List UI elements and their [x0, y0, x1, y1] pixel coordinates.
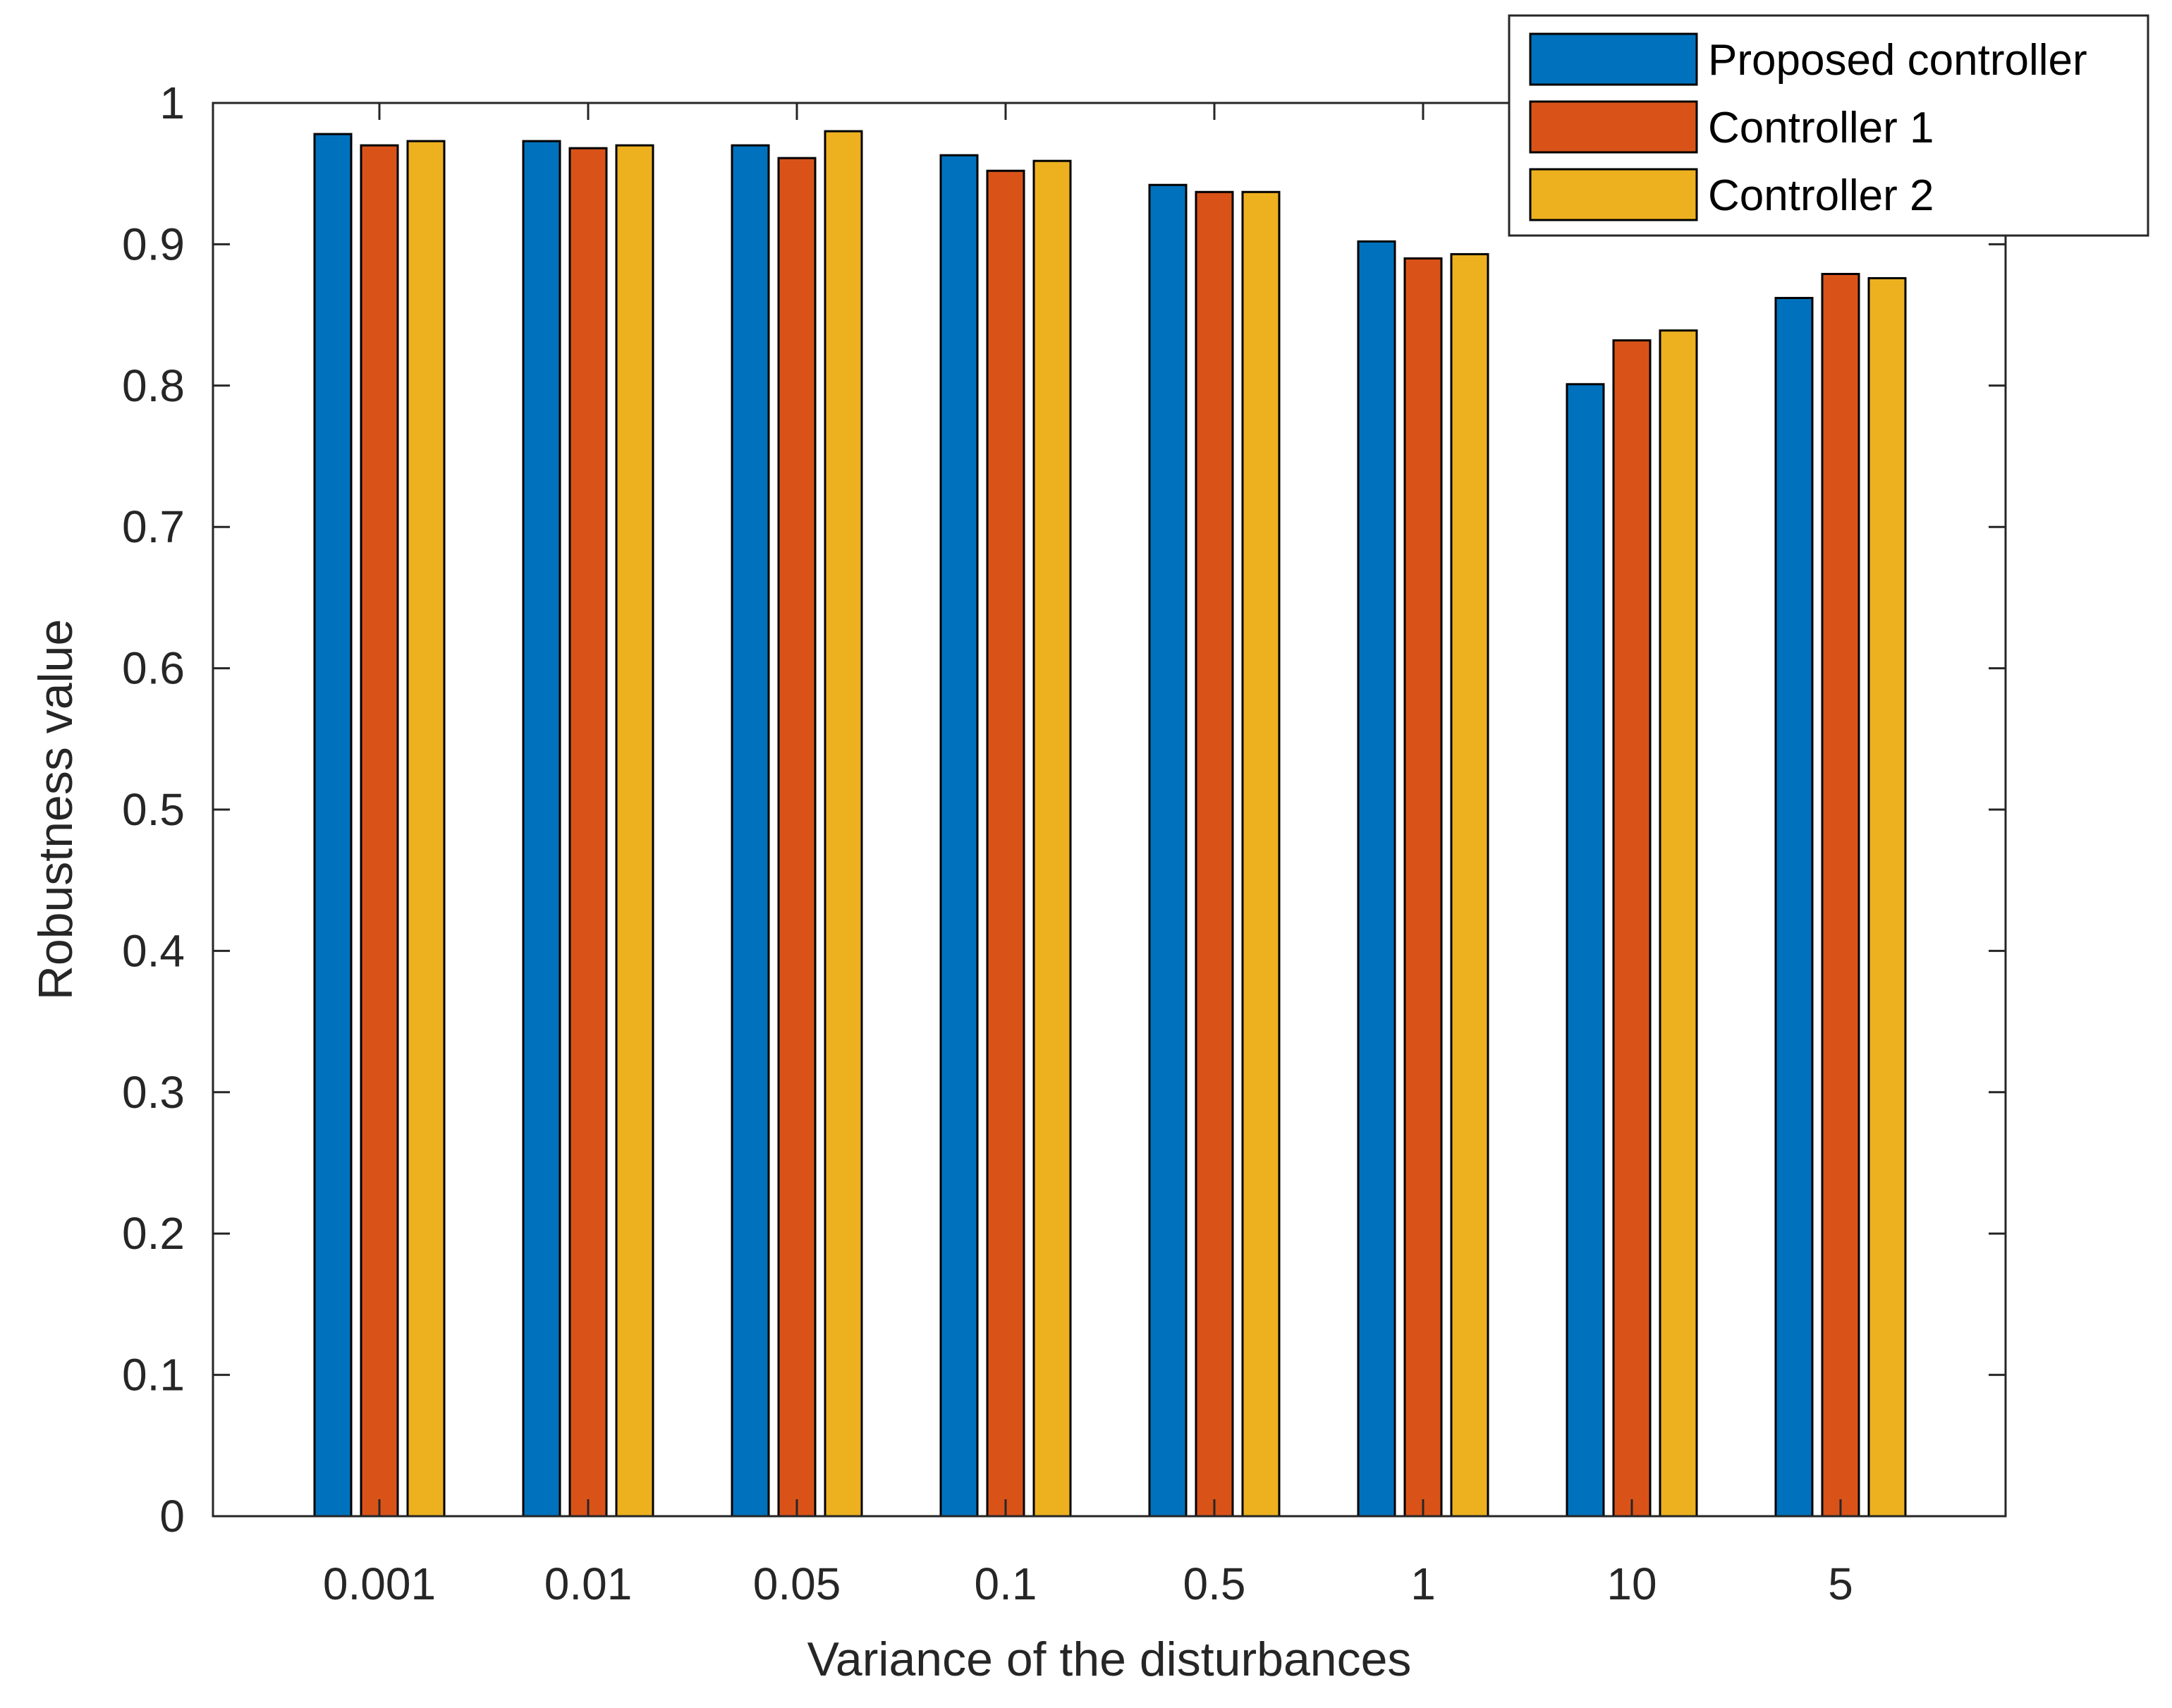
bar-controller-2-3 [1032, 159, 1072, 1518]
bar-proposed-controller-0 [313, 133, 353, 1518]
x-tick-label: 0.05 [753, 1558, 841, 1609]
bar-controller-1-4 [1195, 190, 1234, 1518]
y-tick-label: 0 [159, 1491, 185, 1542]
y-tick-label: 0.6 [122, 643, 185, 694]
bar-proposed-controller-5 [1357, 240, 1396, 1518]
x-tick-label: 5 [1828, 1558, 1853, 1609]
bar-controller-1-6 [1612, 339, 1652, 1518]
x-tick-label: 10 [1606, 1558, 1657, 1609]
bar-proposed-controller-4 [1148, 183, 1188, 1518]
plot-area [213, 103, 2006, 1516]
bar-controller-2-7 [1867, 276, 1907, 1518]
bar-proposed-controller-1 [522, 140, 561, 1518]
bar-controller-2-5 [1450, 252, 1489, 1518]
bar-proposed-controller-2 [731, 144, 770, 1518]
bar-controller-1-5 [1403, 257, 1443, 1518]
x-tick-label: 1 [1410, 1558, 1436, 1609]
y-tick-label: 0.9 [122, 219, 185, 269]
x-axis-title: Variance of the disturbances [807, 1633, 1412, 1686]
bars-layer [313, 130, 1907, 1518]
bar-controller-2-6 [1659, 329, 1698, 1518]
y-tick-label: 0.2 [122, 1208, 185, 1259]
legend-swatch-proposed-controller [1529, 32, 1698, 86]
y-tick-label: 0.4 [122, 925, 185, 976]
x-tick-label: 0.1 [975, 1558, 1037, 1609]
legend-label-proposed-controller: Proposed controller [1708, 36, 2087, 85]
bar-controller-1-0 [360, 144, 399, 1518]
bar-controller-2-4 [1241, 190, 1281, 1518]
legend-swatch-controller-1 [1529, 100, 1698, 154]
bar-controller-1-1 [568, 147, 608, 1518]
legend-swatch-controller-2 [1529, 168, 1698, 221]
bar-controller-1-7 [1821, 272, 1860, 1518]
bar-controller-2-0 [406, 140, 446, 1518]
y-tick-label: 1 [159, 78, 185, 128]
y-axis-title: Robustness value [29, 619, 83, 1001]
bar-controller-1-3 [986, 169, 1025, 1518]
bar-controller-1-2 [777, 157, 817, 1518]
labels-layer: 0 0.1 0.2 0.3 0.4 0.5 0.6 0.7 0.8 0.9 1 0.001 0.01 0.… [122, 78, 1853, 1609]
bar-proposed-controller-7 [1774, 297, 1814, 1518]
y-tick-label: 0.7 [122, 501, 185, 552]
plot-frame [212, 102, 2007, 1518]
bar-controller-2-1 [615, 144, 654, 1518]
y-tick-label: 0.3 [122, 1067, 185, 1118]
y-tick-label: 0.8 [122, 360, 185, 411]
x-tick-label: 0.01 [544, 1558, 633, 1609]
x-tick-label: 0.001 [323, 1558, 436, 1609]
bar-controller-2-2 [824, 130, 863, 1518]
y-tick-label: 0.1 [122, 1350, 185, 1401]
bar-proposed-controller-3 [939, 154, 979, 1518]
y-tick-label: 0.5 [122, 784, 185, 835]
legend-label-controller-2: Controller 2 [1708, 171, 1934, 220]
x-tick-label: 0.5 [1183, 1558, 1246, 1609]
legend-label-controller-1: Controller 1 [1708, 104, 1934, 152]
bar-proposed-controller-6 [1566, 383, 1605, 1518]
legend: Proposed controller Controller 1 Controlle… [1508, 14, 2149, 237]
